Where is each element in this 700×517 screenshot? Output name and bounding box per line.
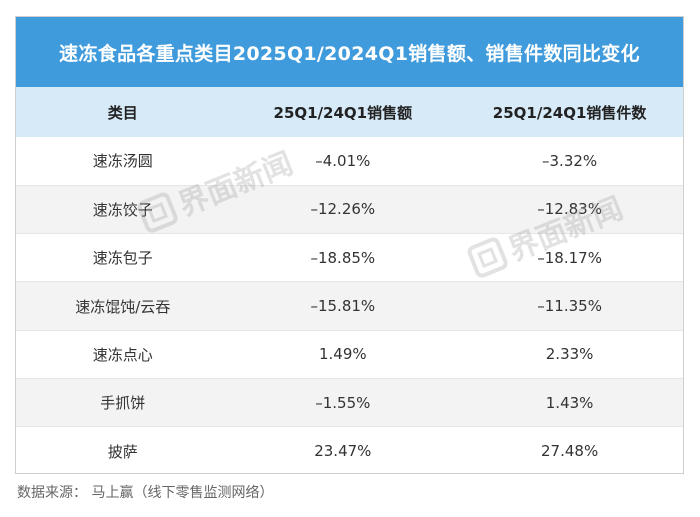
table-row: 速冻馄饨/云吞 –15.81% –11.35% — [16, 281, 683, 331]
cell-category: 手抓饼 — [100, 394, 146, 413]
cell-category: 速冻点心 — [92, 345, 153, 364]
table-row: 速冻汤圆 –4.01% –3.32% — [16, 137, 683, 186]
cell-units-change: 1.43% — [545, 393, 594, 412]
cell-units-change: 27.48% — [541, 442, 599, 461]
table-row: 速冻点心 1.49% 2.33% — [16, 330, 683, 379]
cell-category: 速冻馄饨/云吞 — [75, 297, 171, 316]
data-table: 类目 25Q1/24Q1销售额 25Q1/24Q1销售件数 速冻汤圆 –4.01%… — [16, 87, 683, 473]
cell-sales-change: 23.47% — [314, 442, 372, 461]
cell-units-change: –11.35% — [537, 297, 602, 316]
cell-category: 速冻饺子 — [92, 200, 153, 219]
cell-units-change: –3.32% — [542, 151, 598, 170]
cell-sales-change: –1.55% — [315, 393, 371, 412]
table-row: 披萨 23.47% 27.48% — [16, 427, 683, 473]
column-header-units: 25Q1/24Q1销售件数 — [492, 103, 647, 122]
table-row: 手抓饼 –1.55% 1.43% — [16, 378, 683, 427]
cell-category: 披萨 — [107, 442, 138, 461]
source-note: 数据来源： 马上赢（线下零售监测网络） — [17, 485, 274, 501]
cell-sales-change: –12.26% — [310, 200, 376, 219]
cell-units-change: –18.17% — [537, 248, 602, 267]
cell-category: 速冻汤圆 — [92, 152, 153, 171]
header-row: 类目 25Q1/24Q1销售额 25Q1/24Q1销售件数 — [16, 87, 683, 137]
cell-category: 速冻包子 — [92, 249, 153, 268]
column-header-sales: 25Q1/24Q1销售额 — [273, 103, 413, 122]
cell-units-change: –12.83% — [537, 200, 602, 219]
table-row: 速冻包子 –18.85% –18.17% — [16, 234, 683, 282]
table-title: 速冻食品各重点类目2025Q1/2024Q1销售额、销售件数同比变化 — [16, 17, 683, 87]
cell-sales-change: 1.49% — [318, 345, 367, 364]
cell-sales-change: –15.81% — [310, 297, 376, 316]
table-row: 速冻饺子 –12.26% –12.83% — [16, 185, 683, 234]
column-header-category: 类目 — [107, 103, 138, 122]
cell-sales-change: –18.85% — [310, 248, 376, 267]
cell-units-change: 2.33% — [545, 345, 594, 364]
table-frame: 速冻食品各重点类目2025Q1/2024Q1销售额、销售件数同比变化 类目 25… — [15, 16, 684, 474]
cell-sales-change: –4.01% — [315, 151, 371, 170]
